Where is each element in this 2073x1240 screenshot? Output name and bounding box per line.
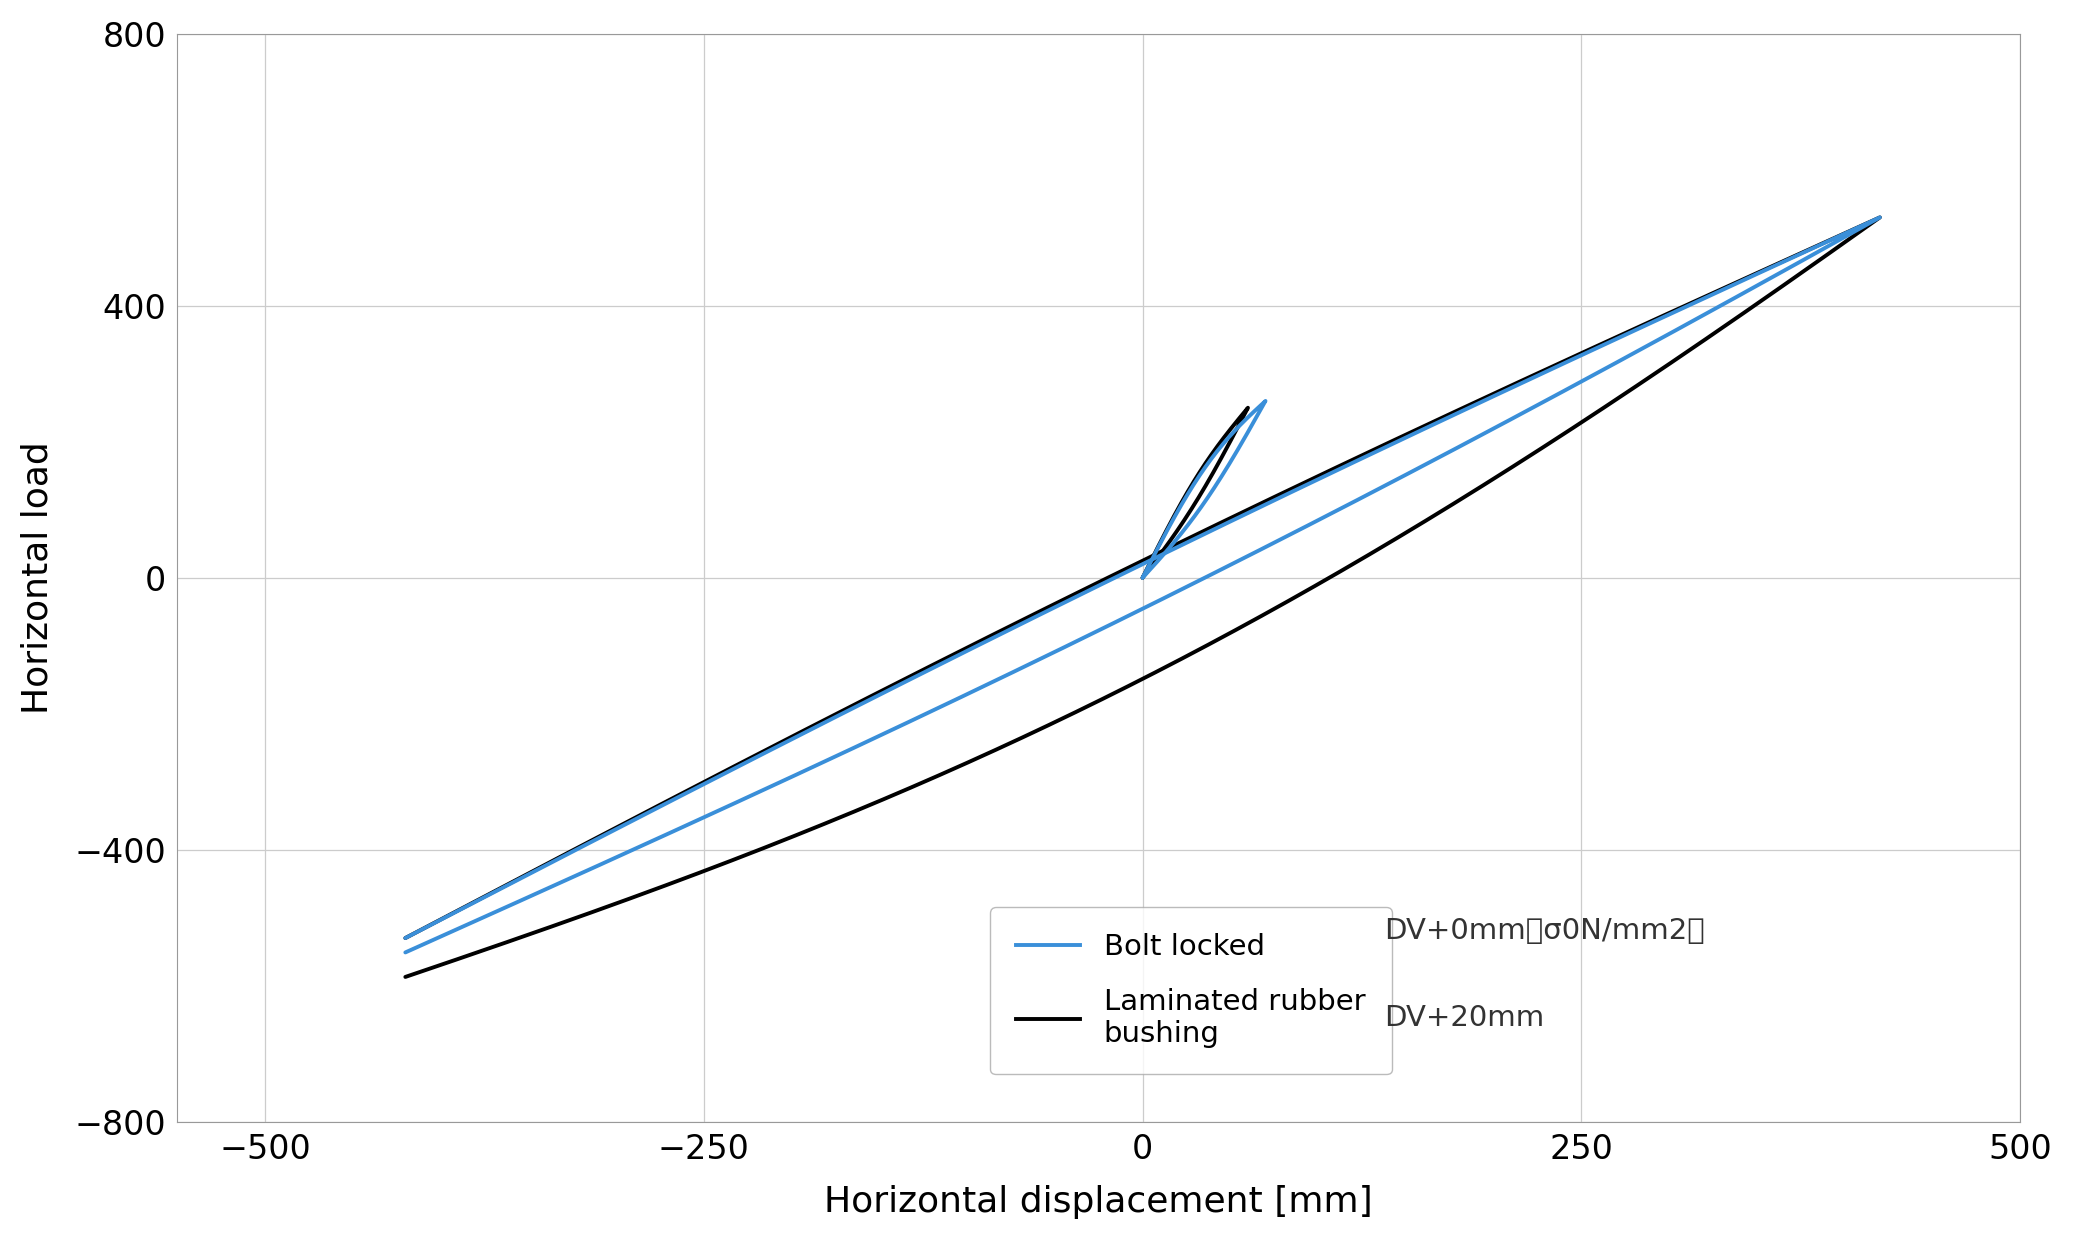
Legend: Bolt locked, Laminated rubber
bushing: Bolt locked, Laminated rubber bushing bbox=[991, 908, 1391, 1074]
X-axis label: Horizontal displacement [mm]: Horizontal displacement [mm] bbox=[825, 1185, 1372, 1219]
Text: DV+0mm（σ0N/mm2）: DV+0mm（σ0N/mm2） bbox=[1385, 918, 1706, 945]
Text: DV+20mm: DV+20mm bbox=[1385, 1004, 1544, 1032]
Y-axis label: Horizontal load: Horizontal load bbox=[21, 441, 54, 714]
